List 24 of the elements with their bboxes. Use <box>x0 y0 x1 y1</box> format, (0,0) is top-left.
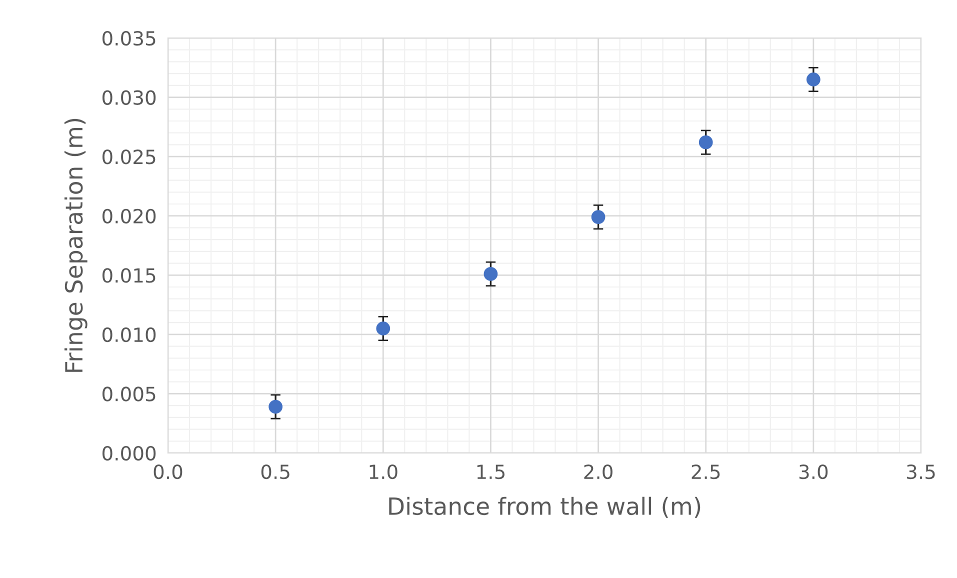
x-tick-label: 2.5 <box>692 464 720 480</box>
x-tick-label: 1.5 <box>477 464 504 480</box>
y-tick-label: 0.035 <box>102 30 156 46</box>
x-tick-label: 3.0 <box>799 464 828 480</box>
y-axis-title: Fringe Separation (m) <box>64 118 88 372</box>
y-tick-label: 0.010 <box>102 327 156 342</box>
y-tick-label: 0.000 <box>102 446 156 461</box>
y-tick-label: 0.030 <box>102 90 156 105</box>
point <box>698 135 713 150</box>
point <box>591 210 606 224</box>
x-tick-label: 0.5 <box>261 464 290 480</box>
y-tick-label: 0.020 <box>102 208 156 224</box>
x-tick-label: 0.0 <box>154 464 182 480</box>
y-tick-label: 0.015 <box>102 268 156 283</box>
x-tick-label: 2.0 <box>584 464 612 480</box>
point <box>268 400 283 414</box>
point <box>484 267 498 281</box>
y-tick-label: 0.005 <box>102 386 156 402</box>
x-tick-label: 1.0 <box>370 464 398 480</box>
x-tick-label: 3.5 <box>907 464 935 480</box>
x-axis-title: Distance from the wall (m) <box>389 496 700 518</box>
point <box>806 72 820 86</box>
point <box>376 322 390 336</box>
y-tick-label: 0.025 <box>102 150 156 164</box>
